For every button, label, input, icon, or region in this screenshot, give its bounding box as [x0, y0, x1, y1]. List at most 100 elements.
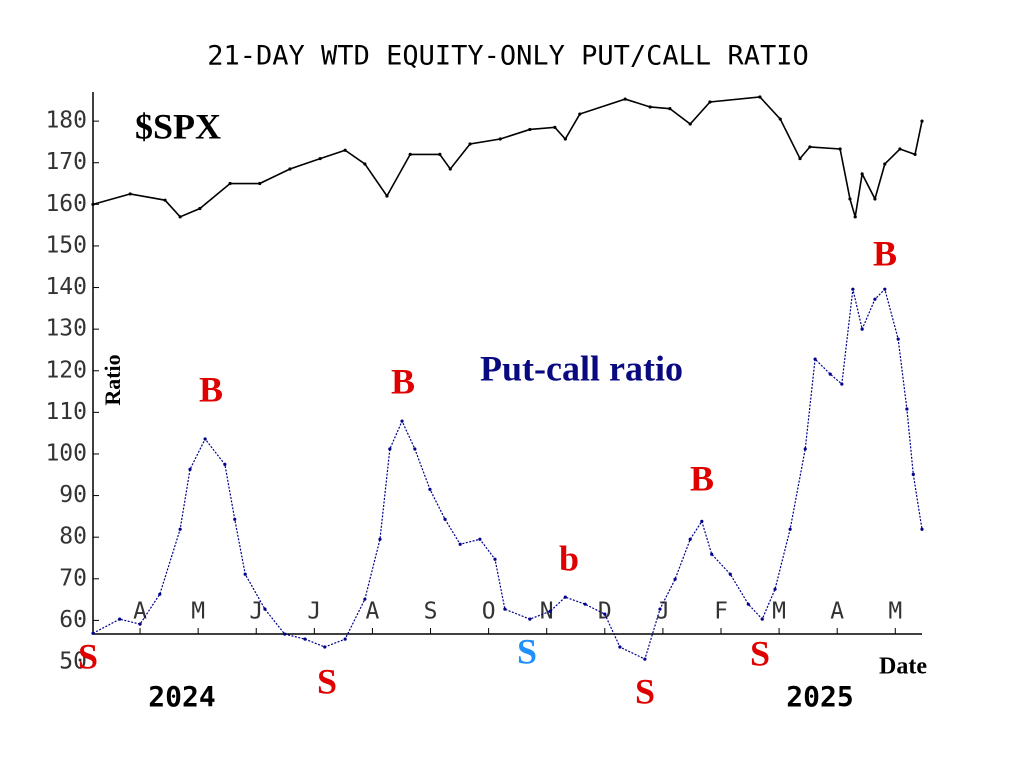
annotation: S [750, 633, 770, 673]
point [428, 487, 432, 491]
x-tick-label: F [714, 599, 728, 625]
x-tick-label: D [598, 599, 612, 625]
point [493, 557, 497, 561]
legend-label: $SPX [135, 106, 221, 146]
point [773, 587, 777, 591]
point [873, 297, 877, 301]
point [803, 447, 807, 451]
x-tick-label: J [307, 599, 321, 625]
year-label: 2025 [786, 680, 853, 713]
point [438, 152, 442, 157]
point [896, 337, 900, 341]
y-tick-label: 70 [59, 565, 87, 591]
y-tick-label: 180 [45, 108, 87, 134]
annotation: S [517, 631, 537, 671]
point [503, 607, 507, 611]
point [400, 419, 404, 423]
x-tick-label: A [133, 599, 147, 625]
point [563, 595, 567, 599]
x-tick-label: S [424, 599, 438, 625]
point [603, 612, 607, 616]
year-label: 2024 [148, 680, 215, 713]
point [118, 617, 122, 621]
point [708, 100, 712, 104]
point [363, 162, 367, 166]
point [378, 537, 382, 541]
annotation: b [559, 538, 579, 578]
point [498, 137, 502, 141]
annotation: S [635, 671, 655, 711]
y-tick-label: 160 [45, 191, 87, 217]
point [203, 437, 207, 441]
point [710, 552, 714, 556]
point [388, 447, 392, 451]
point [528, 617, 532, 621]
y-tick-label: 120 [45, 357, 87, 383]
point [746, 602, 750, 606]
point [898, 147, 902, 151]
point [618, 645, 622, 649]
point [528, 127, 532, 132]
point [828, 372, 832, 376]
point [798, 156, 802, 161]
annotation: B [690, 458, 714, 498]
point [643, 657, 647, 661]
point [658, 607, 662, 611]
point [848, 197, 852, 201]
y-tick-label: 50 [59, 649, 87, 675]
point [303, 637, 307, 641]
point [163, 198, 167, 202]
point [343, 148, 347, 152]
chart-title: 21-DAY WTD EQUITY-ONLY PUT/CALL RATIO [207, 41, 808, 72]
point [363, 597, 367, 601]
series-line [92, 288, 923, 660]
y-tick-label: 100 [45, 440, 87, 466]
point [223, 462, 227, 466]
point [760, 617, 764, 621]
point [288, 167, 292, 171]
point [758, 95, 762, 99]
point [443, 517, 447, 521]
point [258, 181, 262, 186]
point [318, 156, 322, 161]
x-tick-label: J [249, 599, 263, 625]
annotation: B [391, 361, 415, 401]
point [905, 407, 909, 411]
y-tick-label: 60 [59, 607, 87, 633]
point [553, 125, 557, 129]
point [178, 215, 182, 219]
x-tick-label: N [540, 599, 554, 625]
point [913, 152, 917, 157]
point [623, 97, 627, 101]
point [673, 577, 677, 581]
y-tick-label: 140 [45, 274, 87, 300]
legend-label: Put-call ratio [480, 348, 683, 388]
point [323, 645, 327, 649]
point [860, 172, 864, 176]
annotation: S [317, 661, 337, 701]
point [851, 287, 855, 291]
point [788, 527, 792, 531]
point [263, 607, 267, 611]
point [158, 592, 162, 596]
point [578, 112, 582, 116]
y-tick-label: 130 [45, 316, 87, 342]
point [688, 122, 692, 126]
point [840, 382, 844, 386]
point [700, 519, 704, 523]
y-tick-label: 80 [59, 524, 87, 550]
point [138, 622, 142, 626]
point [408, 152, 412, 157]
x-axis-label: Date [879, 654, 927, 680]
point [668, 107, 672, 111]
annotation: B [873, 233, 897, 273]
point [91, 631, 95, 635]
point [343, 637, 347, 641]
point [778, 117, 782, 121]
y-axis-label: Ratio [100, 354, 125, 405]
point [178, 527, 182, 531]
point [243, 572, 247, 576]
point [198, 206, 202, 211]
point [920, 119, 924, 123]
